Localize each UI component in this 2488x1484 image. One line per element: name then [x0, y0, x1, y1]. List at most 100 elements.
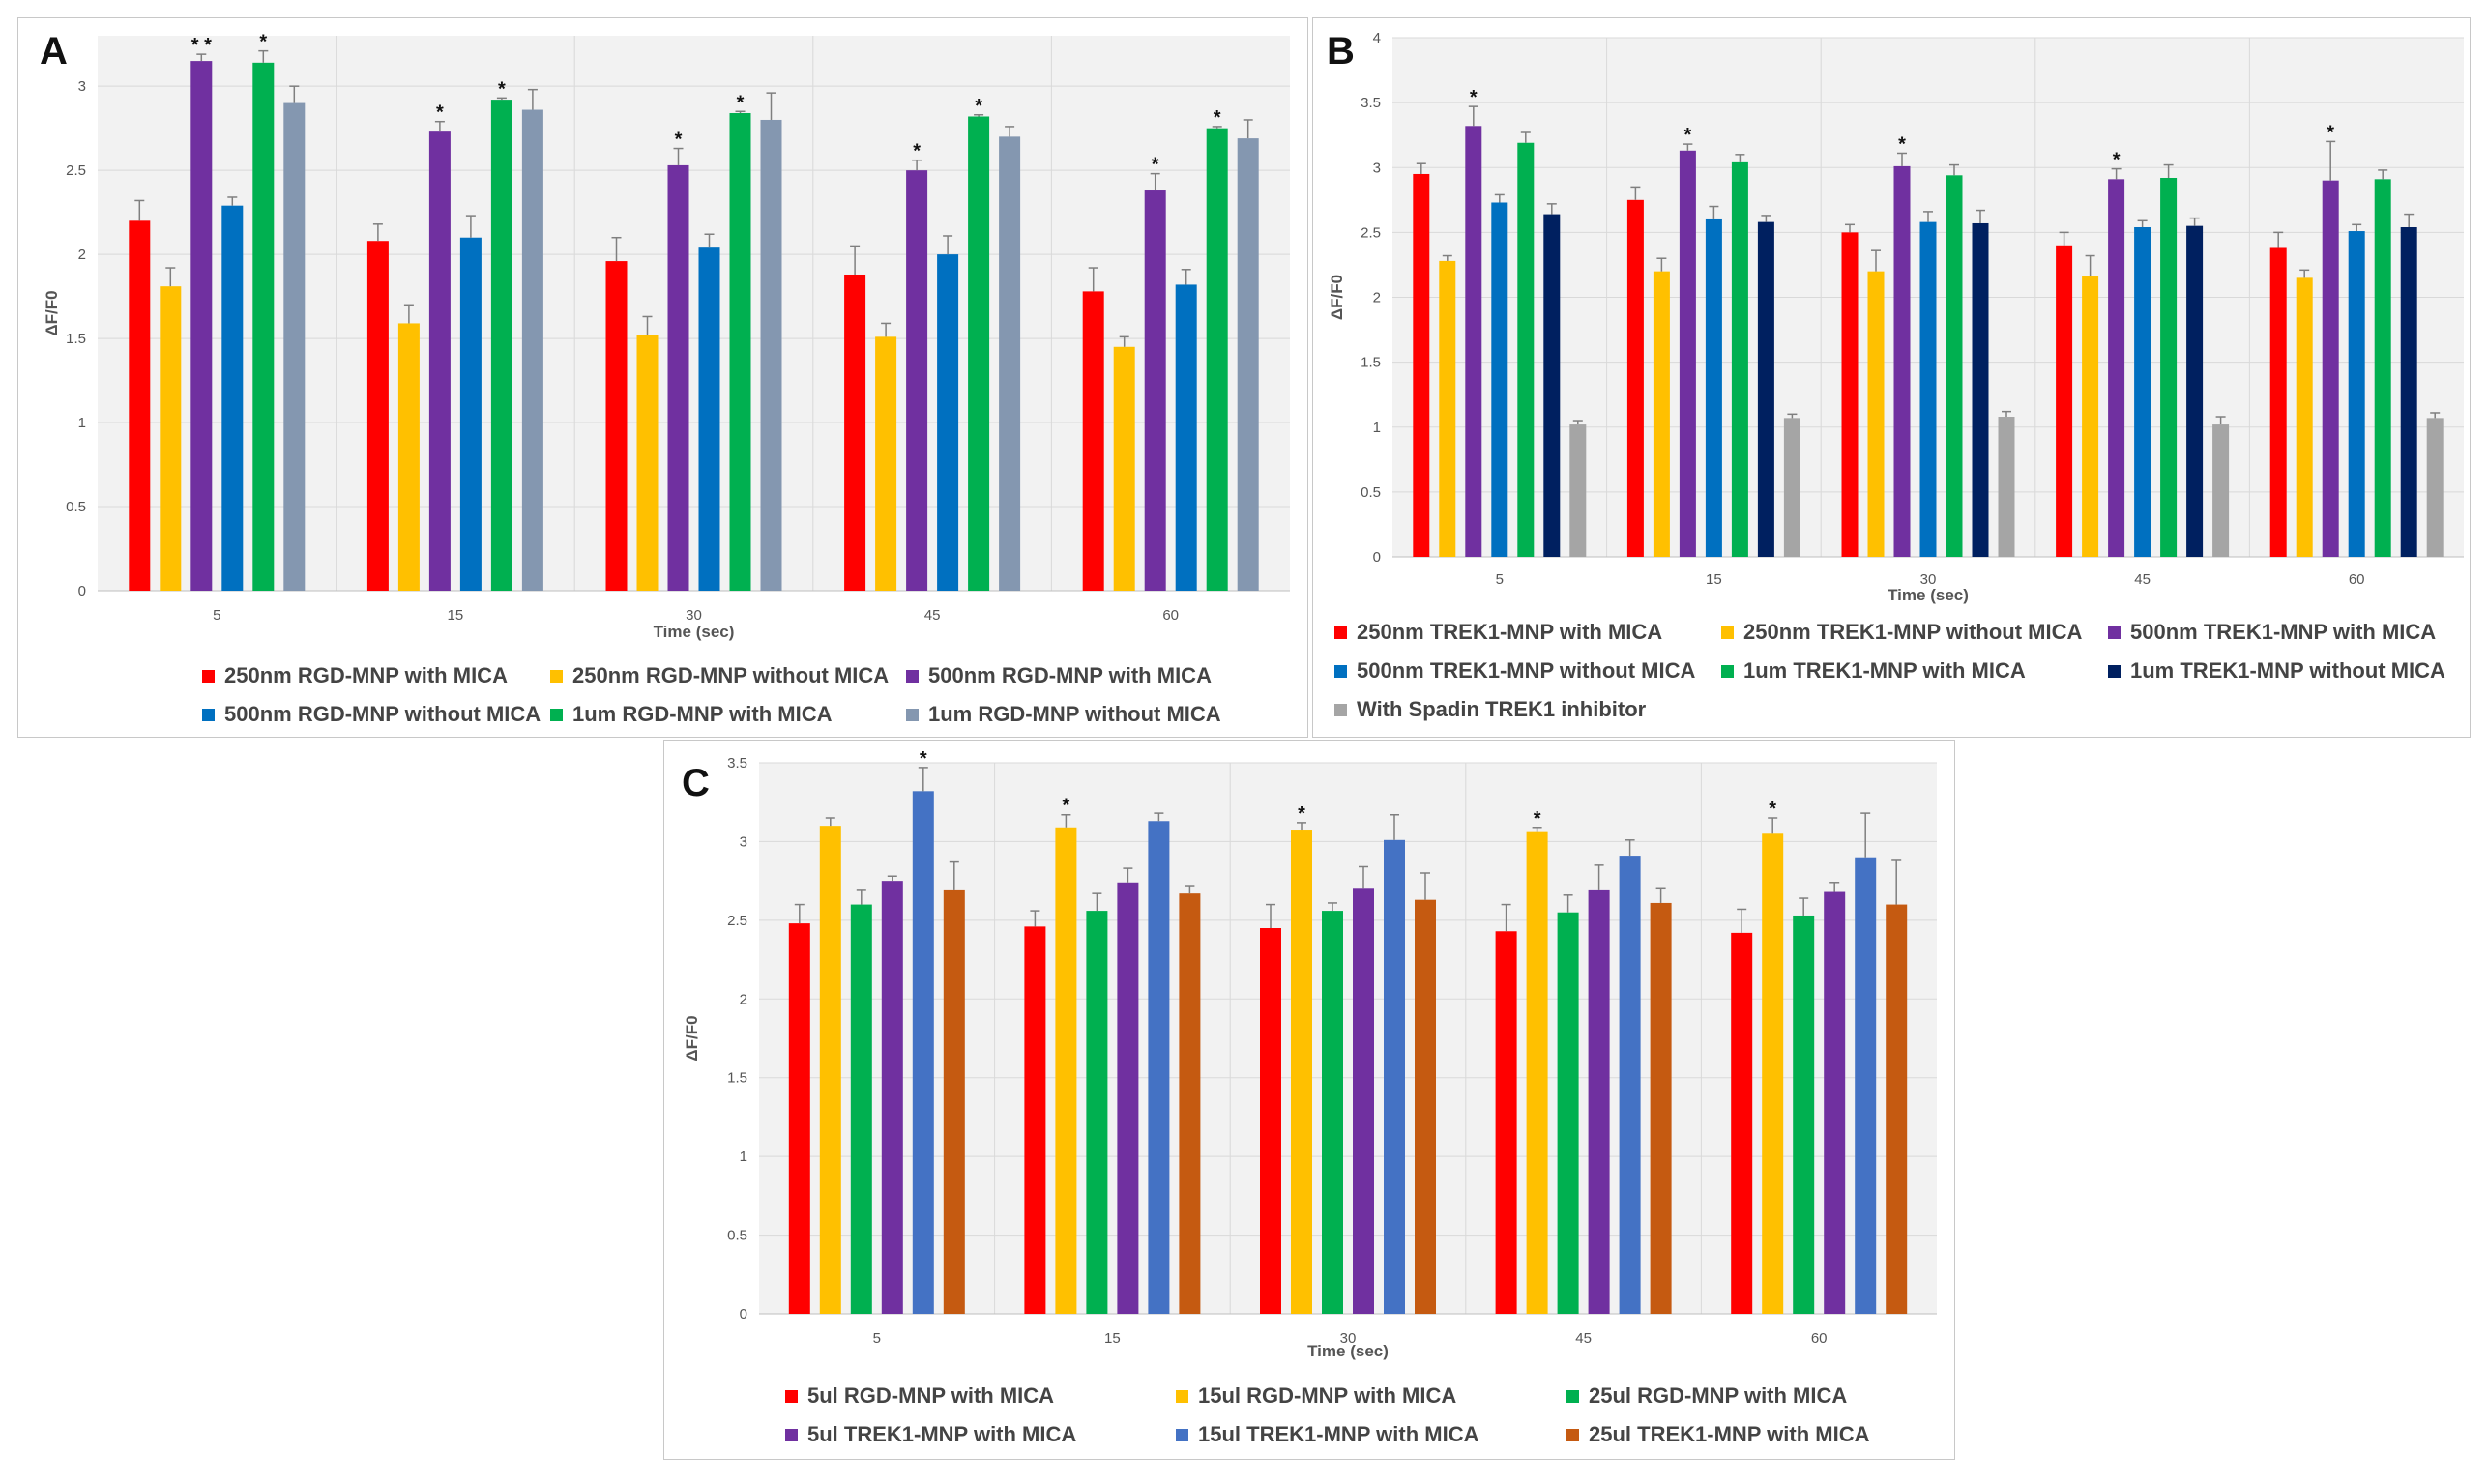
bar-b: [1569, 424, 1587, 557]
significance-star-a: *: [675, 130, 683, 151]
bar-b: [1867, 271, 1885, 557]
legend-label-a: 1um RGD-MNP without MICA: [928, 702, 1221, 726]
bar-b: [1841, 232, 1859, 557]
bar-c: [1588, 889, 1610, 1314]
plot-area-c: [759, 763, 1937, 1314]
legend-swatch-c: [1566, 1389, 1579, 1403]
chart-a-legend: 250nm RGD-MNP with MICA 250nm RGD-MNP wit…: [202, 663, 1235, 727]
y-tick-label-b: 1.5: [1361, 355, 1381, 371]
legend-item-b: 500nm TREK1-MNP with MICA: [2108, 620, 2466, 645]
y-tick-label-c: 3: [740, 833, 747, 850]
bar-c: [819, 826, 841, 1314]
plot-area-a: [98, 36, 1290, 591]
significance-star-c: *: [1534, 808, 1541, 829]
chart-c-plot: 0 0.5 1 1.5 2 2.5 3 3.5 * 5 * 15 * 30 * 45 * 60 Time (sec)…: [683, 748, 1937, 1360]
chart-b-plot: 0 0.5 1 1.5 2 2.5 3 3.5 4 * 5 * 15 * 30 * 45 * 60 Time (sec…: [1328, 30, 2464, 604]
x-tick-label-b: 5: [1496, 571, 1504, 588]
bar-c: [850, 904, 872, 1314]
bar-a: [698, 247, 720, 591]
legend-item-c: 5ul TREK1-MNP with MICA: [785, 1422, 1176, 1447]
significance-star-a: *: [975, 96, 982, 117]
significance-star-a: *: [259, 32, 267, 53]
y-tick-label-a: 0.5: [66, 499, 86, 515]
bar-a: [906, 170, 928, 591]
x-tick-label-a: 5: [213, 607, 220, 624]
legend-item-b: 1um TREK1-MNP without MICA: [2108, 658, 2466, 684]
x-tick-label-a: 15: [448, 607, 464, 624]
legend-item-c: 15ul TREK1-MNP with MICA: [1176, 1422, 1566, 1447]
y-tick-label-c: 3.5: [727, 755, 747, 771]
y-tick-label-b: 1: [1373, 420, 1381, 436]
significance-star-b: *: [1898, 133, 1906, 155]
legend-swatch-a: [202, 708, 215, 721]
legend-item-a: 1um RGD-MNP without MICA: [906, 702, 1235, 727]
x-tick-label-b: 15: [1706, 571, 1722, 588]
chart-panel-c: 0 0.5 1 1.5 2 2.5 3 3.5 * 5 * 15 * 30 * 45 * 60 Time (sec)…: [663, 740, 1955, 1460]
legend-label-c: 15ul RGD-MNP with MICA: [1198, 1383, 1457, 1408]
bar-a: [1144, 190, 1166, 592]
bar-b: [2400, 227, 2417, 557]
bar-c: [1086, 911, 1108, 1314]
legend-label-b: 500nm TREK1-MNP without MICA: [1357, 658, 1696, 683]
bar-c: [1179, 893, 1201, 1314]
legend-label-a: 250nm RGD-MNP without MICA: [572, 663, 890, 687]
bar-a: [875, 336, 897, 591]
bar-c: [1495, 931, 1517, 1314]
legend-label-a: 500nm RGD-MNP without MICA: [224, 702, 542, 726]
legend-item-b: 250nm TREK1-MNP with MICA: [1334, 620, 1721, 645]
bar-b: [2348, 231, 2365, 557]
y-tick-label-b: 0.5: [1361, 484, 1381, 501]
significance-star-a: *: [1152, 155, 1159, 176]
significance-star-c: *: [1769, 799, 1776, 820]
significance-star-a: *: [498, 78, 506, 100]
x-tick-label-c: 30: [1340, 1330, 1357, 1347]
legend-swatch-a: [906, 708, 919, 721]
y-tick-label-c: 0.5: [727, 1228, 747, 1244]
bar-a: [1113, 346, 1135, 591]
legend-item-a: 1um RGD-MNP with MICA: [550, 702, 906, 727]
bar-c: [788, 923, 810, 1314]
bar-b: [2296, 277, 2313, 557]
y-tick-label-c: 2.5: [727, 913, 747, 929]
legend-label-c: 5ul TREK1-MNP with MICA: [807, 1422, 1077, 1446]
bar-b: [2186, 225, 2204, 557]
x-tick-label-c: 60: [1811, 1330, 1828, 1347]
significance-star-a: *: [1214, 107, 1221, 129]
bar-b: [1439, 260, 1456, 557]
bar-b: [1757, 221, 1774, 557]
legend-item-c: 15ul RGD-MNP with MICA: [1176, 1383, 1566, 1409]
bar-a: [221, 205, 244, 592]
bar-b: [1626, 199, 1644, 557]
legend-item-a: 500nm RGD-MNP with MICA: [906, 663, 1235, 688]
x-axis-title-a: Time (sec): [654, 623, 735, 641]
bar-c: [1731, 932, 1753, 1314]
y-axis-title-c: ΔF/F0: [683, 1015, 701, 1061]
legend-label-c: 25ul TREK1-MNP with MICA: [1589, 1422, 1870, 1446]
bar-c: [1415, 899, 1436, 1314]
bar-a: [1237, 138, 1259, 591]
x-tick-label-c: 15: [1104, 1330, 1121, 1347]
legend-swatch-b: [1334, 703, 1347, 716]
y-tick-label-a: 3: [78, 78, 86, 95]
legend-label-b: 1um TREK1-MNP without MICA: [2130, 658, 2445, 683]
bar-c: [1793, 915, 1815, 1314]
significance-star-a: * *: [191, 35, 212, 56]
bar-c: [1619, 856, 1641, 1314]
significance-star-b: *: [2113, 150, 2121, 171]
x-tick-label-b: 45: [2134, 571, 2151, 588]
x-tick-label-a: 60: [1162, 607, 1179, 624]
chart-panel-b: 0 0.5 1 1.5 2 2.5 3 3.5 4 * 5 * 15 * 30 * 45 * 60 Time (sec…: [1312, 17, 2471, 738]
bar-c: [1148, 821, 1170, 1314]
bar-b: [2056, 245, 2073, 558]
legend-swatch-b: [1721, 626, 1734, 639]
bar-c: [943, 889, 965, 1314]
legend-label-c: 25ul RGD-MNP with MICA: [1589, 1383, 1848, 1408]
y-tick-label-c: 1.5: [727, 1070, 747, 1087]
bar-a: [760, 119, 782, 591]
bar-a: [252, 62, 275, 591]
legend-label-b: 250nm TREK1-MNP without MICA: [1743, 620, 2083, 644]
significance-star-a: *: [737, 92, 745, 113]
bar-c: [1824, 891, 1846, 1314]
bar-b: [1679, 150, 1696, 558]
bar-a: [283, 102, 306, 592]
